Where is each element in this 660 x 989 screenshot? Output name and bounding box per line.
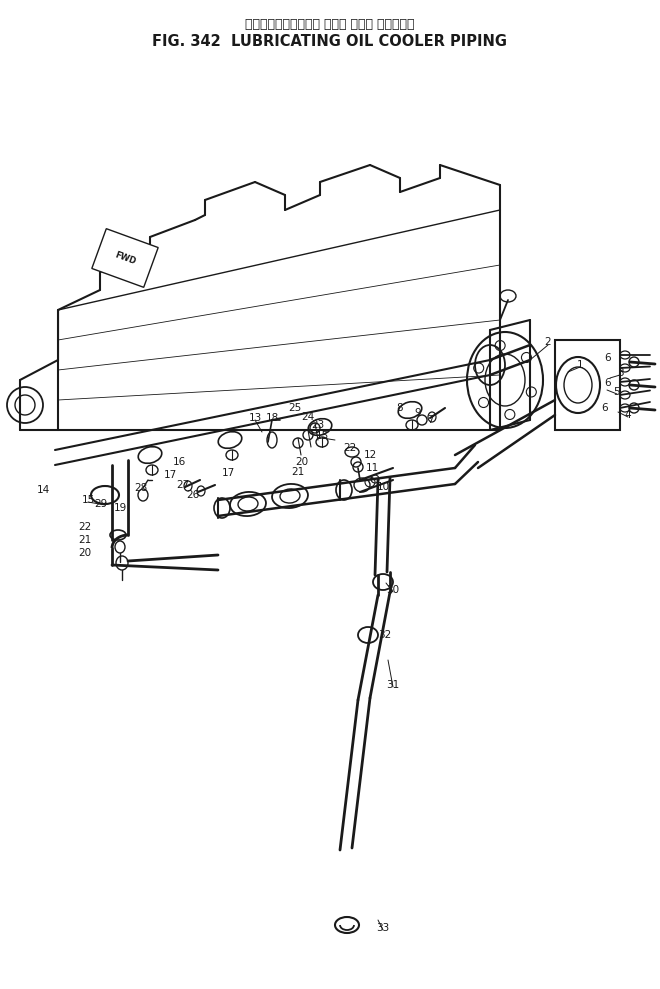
Text: 21: 21 [79, 535, 92, 545]
Text: 22: 22 [343, 443, 356, 453]
Text: 2: 2 [544, 337, 551, 347]
Text: 4: 4 [624, 410, 632, 420]
Text: 10: 10 [376, 482, 389, 492]
Text: 14: 14 [36, 485, 49, 495]
Text: 25: 25 [288, 403, 302, 413]
Text: FIG. 342  LUBRICATING OIL COOLER PIPING: FIG. 342 LUBRICATING OIL COOLER PIPING [152, 34, 508, 49]
Text: 17: 17 [221, 468, 234, 478]
Text: 13: 13 [248, 413, 261, 423]
Text: 7: 7 [426, 415, 434, 425]
Text: FWD: FWD [113, 250, 137, 266]
Text: 11: 11 [366, 463, 379, 473]
Text: 12: 12 [364, 450, 377, 460]
Text: 6: 6 [602, 403, 609, 413]
Polygon shape [555, 340, 620, 430]
Text: 24: 24 [302, 412, 315, 422]
Text: 30: 30 [387, 585, 399, 595]
Text: 23: 23 [312, 420, 325, 430]
Text: 18: 18 [265, 413, 279, 423]
Text: 5: 5 [614, 387, 620, 397]
Text: 6: 6 [605, 378, 611, 388]
Text: 9: 9 [414, 408, 421, 418]
Text: 20: 20 [79, 548, 92, 558]
Text: 8: 8 [397, 403, 403, 413]
Text: 15: 15 [315, 431, 329, 441]
Text: 27: 27 [176, 480, 189, 490]
Text: 19: 19 [114, 503, 127, 513]
Text: 26: 26 [186, 490, 199, 500]
Text: ルーブリケーティング オイル クーラ パイピング: ルーブリケーティング オイル クーラ パイピング [246, 18, 414, 31]
Text: 6: 6 [605, 353, 611, 363]
Text: 20: 20 [296, 457, 309, 467]
Text: 21: 21 [291, 467, 305, 477]
Text: 22: 22 [79, 522, 92, 532]
Text: 3: 3 [616, 368, 623, 378]
Text: 1: 1 [577, 360, 583, 370]
Text: 17: 17 [164, 470, 177, 480]
Text: 15: 15 [81, 495, 94, 505]
Text: 28: 28 [135, 483, 148, 493]
Text: 31: 31 [386, 680, 399, 690]
Text: 29: 29 [94, 499, 108, 509]
Text: 16: 16 [172, 457, 185, 467]
Text: 32: 32 [378, 630, 391, 640]
Text: 33: 33 [376, 923, 389, 933]
